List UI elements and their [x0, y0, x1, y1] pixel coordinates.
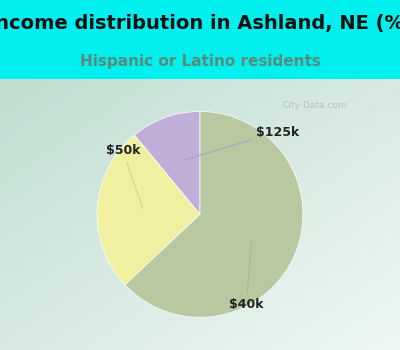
Text: $40k: $40k: [229, 240, 264, 312]
Wedge shape: [134, 111, 200, 214]
Text: City-Data.com: City-Data.com: [282, 101, 347, 110]
Text: Income distribution in Ashland, NE (%): Income distribution in Ashland, NE (%): [0, 14, 400, 33]
Wedge shape: [125, 111, 303, 317]
Text: $125k: $125k: [184, 126, 299, 160]
Text: $50k: $50k: [106, 144, 143, 208]
Text: Hispanic or Latino residents: Hispanic or Latino residents: [80, 54, 320, 69]
Wedge shape: [97, 135, 200, 285]
